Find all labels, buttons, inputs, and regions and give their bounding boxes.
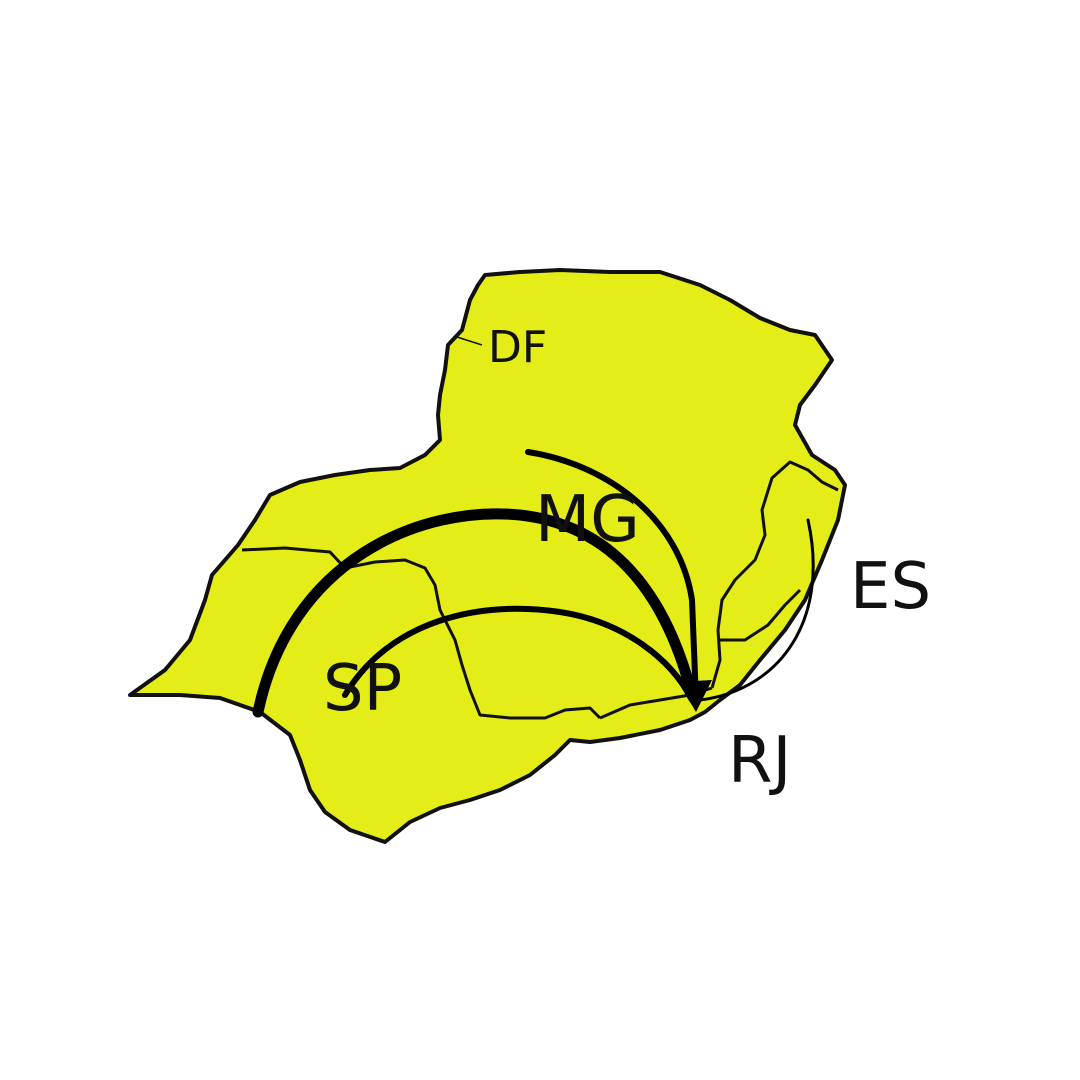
label-mg: MG [535, 483, 640, 557]
flow-arc-sp [342, 605, 695, 703]
label-sp: SP [323, 652, 402, 726]
label-df: DF [488, 322, 547, 373]
border-mg-es [710, 460, 839, 689]
border-es-rj [718, 588, 802, 642]
flow-arc-es [698, 518, 815, 702]
flow-arrowhead [678, 680, 712, 712]
flow-arc-mg [525, 449, 699, 703]
df-pointer-line [456, 336, 483, 346]
flow-arc-sp-west [252, 508, 698, 718]
label-es: ES [850, 550, 931, 624]
label-rj: RJ [728, 724, 791, 798]
